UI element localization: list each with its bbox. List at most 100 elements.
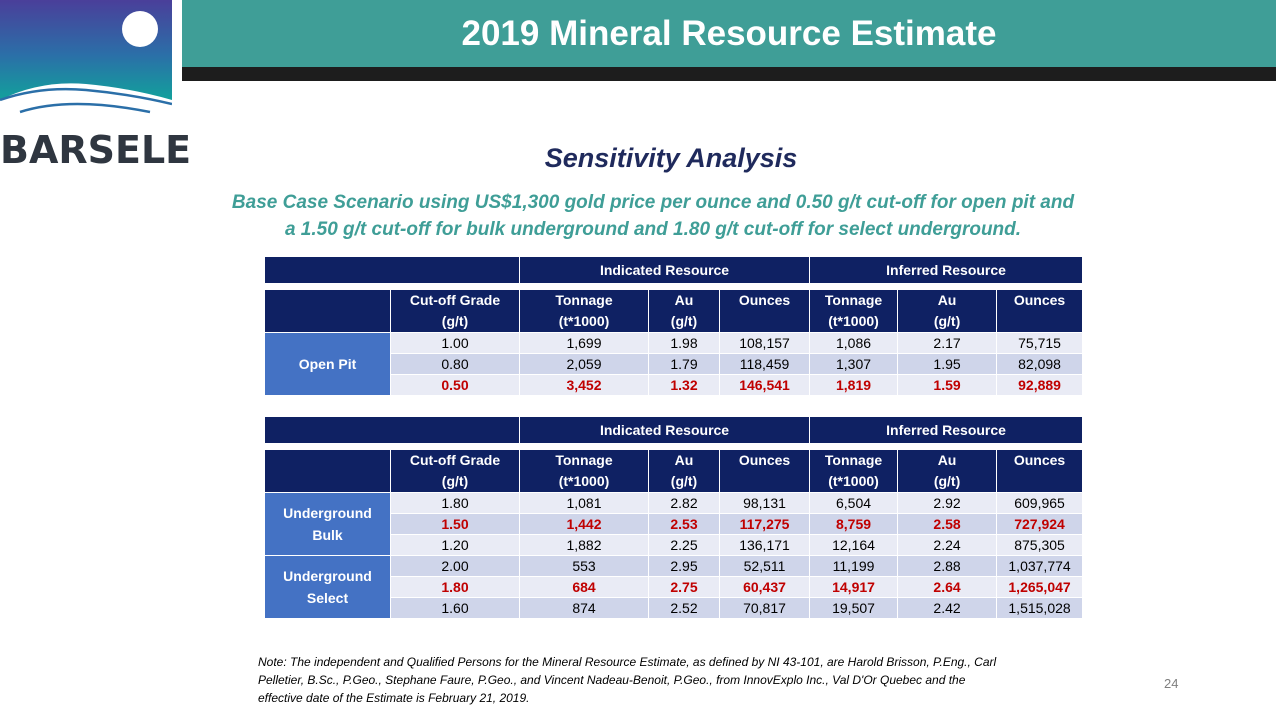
column-header-unit: (g/t) — [441, 313, 469, 329]
column-header-unit: (g/t) — [933, 473, 961, 489]
table-cell: 2.53 — [648, 513, 720, 535]
indicated-resource-header: Indicated Resource — [518, 256, 811, 284]
table-cell: 0.80 — [390, 353, 520, 375]
table-cell: 1,307 — [809, 353, 899, 375]
column-header: Au (g/t) — [648, 449, 720, 493]
table-row: 0.50 3,452 1.32 146,541 1,819 1.59 92,889 — [265, 374, 1084, 396]
table-cell: 6,504 — [809, 492, 899, 514]
note-line: Pelletier, B.Sc., P.Geo., Stephane Faure… — [258, 673, 966, 687]
table-cell: 2.88 — [897, 555, 998, 577]
table-cell: 146,541 — [718, 374, 811, 396]
open-pit-table: Indicated Resource Inferred Resource Cut-o… — [264, 256, 1084, 396]
header-blank — [264, 289, 391, 333]
table-cell: 727,924 — [996, 513, 1084, 535]
title-underline — [182, 67, 1276, 81]
column-header: Ounces — [996, 449, 1084, 493]
column-header-line: Au — [674, 292, 694, 308]
table-cell: 2,059 — [519, 353, 649, 375]
column-header-unit: (t*1000) — [828, 313, 879, 329]
column-header: Tonnage (t*1000) — [519, 449, 649, 493]
column-header: Cut-off Grade (g/t) — [390, 289, 520, 333]
slide-title: 2019 Mineral Resource Estimate — [461, 14, 997, 53]
category-label: Open Pit — [264, 332, 391, 396]
column-header-unit — [720, 311, 809, 332]
table-cell: 1.60 — [390, 597, 520, 619]
category-label-line: Underground — [283, 568, 372, 584]
table-cell: 0.50 — [390, 374, 520, 396]
column-header-unit — [720, 471, 809, 492]
header-blank — [264, 416, 520, 444]
column-header: Ounces — [996, 289, 1084, 333]
column-header-unit: (t*1000) — [828, 473, 879, 489]
table-cell: 1.50 — [390, 513, 520, 535]
table-cell: 553 — [519, 555, 649, 577]
column-header-line: Ounces — [738, 292, 791, 308]
barsele-logo: BARSELE — [0, 0, 191, 175]
table-cell: 1.20 — [390, 534, 520, 556]
table-cell: 1.80 — [390, 576, 520, 598]
table-cell: 2.24 — [897, 534, 998, 556]
table-row: Open Pit 1.00 1,699 1.98 108,157 1,086 2.17 75,… — [264, 332, 1084, 396]
table-cell: 1.32 — [648, 374, 720, 396]
column-header: Tonnage (t*1000) — [519, 289, 649, 333]
table-row: Underground Bulk 1.80 1,081 2.82 98,131 6,504 2… — [264, 492, 1084, 556]
column-header: Tonnage (t*1000) — [809, 289, 899, 333]
note-line: effective date of the Estimate is Februa… — [258, 691, 530, 705]
column-header-unit: (g/t) — [933, 313, 961, 329]
table-cell: 108,157 — [718, 332, 811, 354]
table-cell: 1,819 — [809, 374, 899, 396]
table-cell: 684 — [519, 576, 649, 598]
table-cell: 1,882 — [519, 534, 649, 556]
category-label-line: Open Pit — [298, 356, 357, 372]
table-cell: 12,164 — [809, 534, 899, 556]
table-row: 0.80 2,059 1.79 118,459 1,307 1.95 82,098 — [265, 353, 1084, 375]
table-cell: 117,275 — [718, 513, 811, 535]
table-cell: 1,699 — [519, 332, 649, 354]
table-cell: 2.92 — [897, 492, 998, 514]
column-header: Cut-off Grade (g/t) — [390, 449, 520, 493]
table-cell: 8,759 — [809, 513, 899, 535]
table-cell: 1.00 — [390, 332, 520, 354]
table-cell: 2.17 — [897, 332, 998, 354]
table-cell: 609,965 — [996, 492, 1084, 514]
column-header-unit: (g/t) — [670, 313, 698, 329]
column-header: Ounces — [718, 289, 811, 333]
table-cell: 1,515,028 — [996, 597, 1084, 619]
column-header-line: Cut-off Grade — [409, 452, 501, 468]
barsele-logo-icon — [0, 0, 172, 122]
table-cell: 1,037,774 — [996, 555, 1084, 577]
table-cell: 875,305 — [996, 534, 1084, 556]
table-cell: 14,917 — [809, 576, 899, 598]
table-cell: 98,131 — [718, 492, 811, 514]
inferred-resource-header: Inferred Resource — [809, 256, 1084, 284]
category-label: Underground Bulk — [264, 492, 391, 556]
column-header-line: Ounces — [1013, 452, 1066, 468]
column-header: Tonnage (t*1000) — [809, 449, 899, 493]
table-cell: 2.25 — [648, 534, 720, 556]
brand-name: BARSELE — [0, 128, 192, 172]
table-cell: 2.95 — [648, 555, 720, 577]
table-cell: 1,086 — [809, 332, 899, 354]
column-header-line: Cut-off Grade — [409, 292, 501, 308]
column-header-line: Ounces — [1013, 292, 1066, 308]
table-cell: 11,199 — [809, 555, 899, 577]
column-header-line: Au — [937, 292, 957, 308]
column-header-unit: (t*1000) — [558, 313, 610, 329]
table-cell: 118,459 — [718, 353, 811, 375]
table-row: 1.20 1,882 2.25 136,171 12,164 2.24 875,305 — [265, 534, 1084, 556]
table-cell: 1,265,047 — [996, 576, 1084, 598]
table-cell: 75,715 — [996, 332, 1084, 354]
underground-table: Indicated Resource Inferred Resource Cut-o… — [264, 416, 1084, 619]
column-header-line: Tonnage — [824, 452, 883, 468]
column-header-line: Tonnage — [824, 292, 883, 308]
table-row: 1.60 874 2.52 70,817 19,507 2.42 1,515,028 — [265, 597, 1084, 619]
table-row: 1.50 1,442 2.53 117,275 8,759 2.58 727,924 — [265, 513, 1084, 535]
table-cell: 874 — [519, 597, 649, 619]
title-bar: 2019 Mineral Resource Estimate — [182, 0, 1276, 67]
column-header: Au (g/t) — [897, 289, 998, 333]
page-number: 24 — [1164, 676, 1179, 691]
table-cell: 1.79 — [648, 353, 720, 375]
column-header-line: Au — [937, 452, 957, 468]
column-header-unit: (g/t) — [670, 473, 698, 489]
category-label-line: Underground — [283, 505, 372, 521]
